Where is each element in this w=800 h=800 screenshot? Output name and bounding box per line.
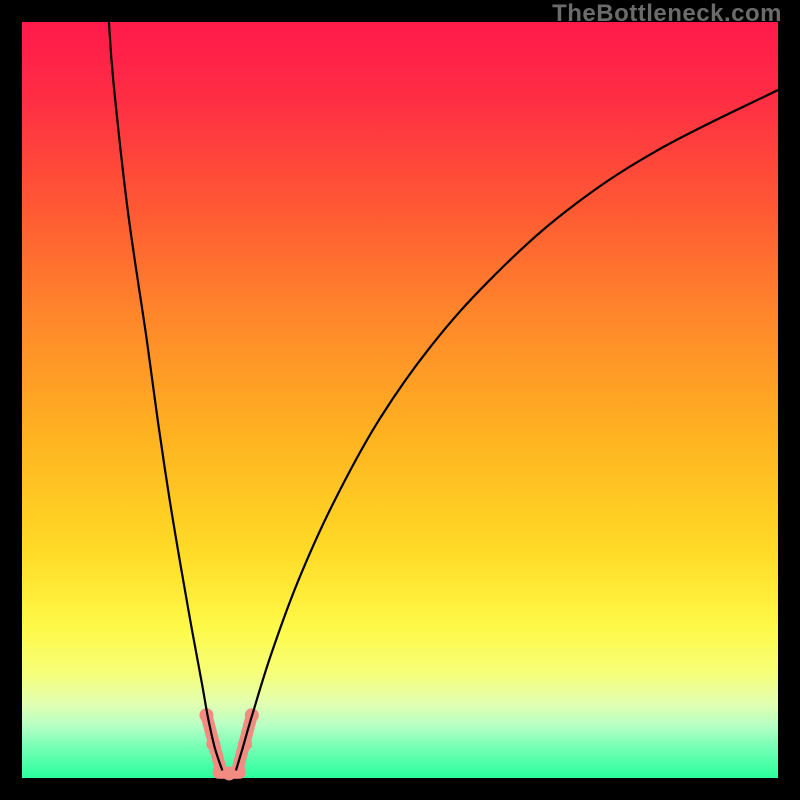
gradient-background — [22, 22, 778, 778]
watermark-text: TheBottleneck.com — [552, 0, 782, 28]
bottleneck-chart — [0, 0, 800, 800]
